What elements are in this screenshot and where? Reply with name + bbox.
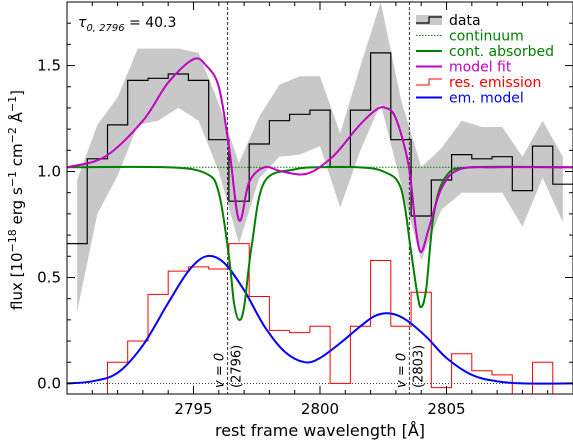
y-tick-label: 1.5 bbox=[37, 57, 61, 75]
vline-label-0: v = 0 bbox=[213, 353, 228, 388]
legend-label: data bbox=[449, 13, 481, 29]
vline-sublabel-0: (2796) bbox=[230, 345, 245, 388]
x-tick-label: 2805 bbox=[427, 400, 465, 418]
legend-label: cont. absorbed bbox=[449, 44, 554, 60]
data-error-band bbox=[77, 2, 563, 312]
y-tick-label: 0.5 bbox=[37, 268, 61, 286]
legend-label: continuum bbox=[449, 29, 524, 45]
y-tick-label: 1.0 bbox=[37, 163, 61, 181]
tau-annotation: τ0, 2796 = 40.3 bbox=[78, 15, 176, 34]
y-axis-label: flux [10−18 erg s−1 cm−2 Å−1] bbox=[6, 90, 26, 310]
em-model-curve bbox=[67, 254, 573, 385]
x-axis-label: rest frame wavelength [Å] bbox=[215, 421, 425, 440]
x-tick-label: 2795 bbox=[174, 400, 212, 418]
res-emission-step bbox=[107, 243, 554, 394]
axis-ticks: 2795 2800 2805 0.0 0.5 1.0 1.5 bbox=[37, 2, 573, 418]
annotations: τ0, 2796 = 40.3v = 0 (2796) v = 0 (2803) bbox=[78, 15, 426, 388]
legend-label: res. emission bbox=[449, 75, 541, 91]
legend-label: em. model bbox=[449, 91, 524, 107]
legend-label: model fit bbox=[449, 60, 512, 76]
legend-swatch-res-emission bbox=[416, 78, 442, 86]
model-fit-curve bbox=[67, 57, 573, 253]
x-tick-label: 2800 bbox=[301, 400, 339, 418]
plot-area bbox=[67, 2, 573, 394]
y-tick-label: 0.0 bbox=[37, 374, 61, 392]
vline-sublabel-1: (2803) bbox=[411, 345, 426, 388]
legend-swatch-data bbox=[416, 16, 442, 24]
vline-label-1: v = 0 bbox=[394, 353, 409, 388]
data-step bbox=[67, 52, 573, 245]
